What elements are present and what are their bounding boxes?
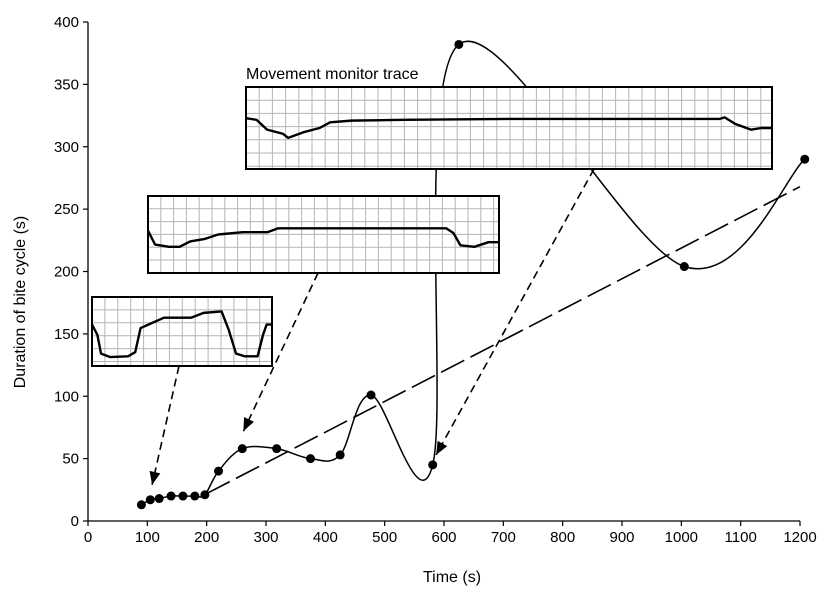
inset-trace-bottom-frame [91, 296, 273, 367]
data-point-9 [272, 444, 282, 454]
x-axis-title: Time (s) [423, 569, 481, 586]
data-point-1 [145, 495, 155, 505]
data-point-13 [428, 460, 438, 470]
inset-trace-middle-trace [146, 227, 499, 249]
inset-trace-bottom-trace [90, 310, 272, 359]
data-point-8 [237, 444, 247, 454]
data-point-16 [800, 154, 810, 164]
x-tick-label: 800 [550, 529, 575, 546]
arrow-bottom-inset-shaft [151, 365, 180, 485]
inset-trace-middle-frame [147, 195, 500, 274]
arrow-top-inset [435, 168, 595, 456]
arrow-top-inset-shaft [435, 168, 595, 456]
arrow-bottom-inset-head [149, 470, 161, 485]
y-axis: 0 50 100 150 200 250 300 350 400 [54, 14, 89, 530]
trend-line [206, 185, 801, 495]
x-tick-label: 200 [194, 529, 219, 546]
data-point-6 [200, 490, 210, 500]
points-layer [136, 39, 810, 510]
arrow-bottom-inset [149, 365, 180, 485]
x-tick-label: 300 [253, 529, 278, 546]
x-tick-label: 900 [609, 529, 634, 546]
inset-title-movement-monitor: Movement monitor trace [246, 66, 419, 83]
data-point-12 [366, 390, 376, 400]
y-tick-label: 50 [62, 451, 79, 468]
arrow-middle-inset [242, 272, 319, 432]
data-point-7 [214, 466, 224, 476]
y-tick-label: 0 [71, 513, 79, 530]
x-tick-label: 0 [84, 529, 92, 546]
data-point-5 [190, 491, 200, 501]
y-tick-label: 200 [54, 264, 79, 281]
y-axis-title: Duration of bite cycle (s) [12, 216, 29, 389]
inset-trace-top-trace [245, 116, 772, 140]
inset-trace-bottom [90, 296, 273, 367]
x-tick-label: 700 [491, 529, 516, 546]
x-axis: 0 100 200 300 400 500 600 700 800 900 1000 1100 1200 [84, 520, 817, 546]
y-tick-label: 150 [54, 326, 79, 343]
x-tick-label: 1200 [783, 529, 816, 546]
arrow-middle-inset-head [243, 417, 254, 432]
inset-trace-top [245, 86, 773, 170]
y-tick-label: 350 [54, 76, 79, 93]
inset-trace-middle [146, 195, 500, 274]
x-tick-label: 1000 [665, 529, 698, 546]
data-point-0 [136, 500, 146, 510]
arrow-middle-inset-shaft [242, 272, 319, 432]
data-point-11 [335, 450, 345, 460]
data-point-4 [178, 491, 188, 501]
arrows-layer [149, 168, 595, 485]
data-point-10 [306, 454, 315, 464]
data-point-3 [166, 491, 176, 501]
data-point-2 [154, 494, 164, 504]
arrow-top-inset-head [436, 440, 448, 455]
y-tick-label: 400 [54, 14, 79, 31]
y-tick-label: 100 [54, 388, 79, 405]
data-point-14 [454, 39, 464, 49]
x-tick-label: 1100 [725, 529, 757, 546]
y-tick-label: 250 [54, 201, 79, 218]
data-point-15 [679, 262, 689, 272]
x-tick-label: 400 [313, 529, 338, 546]
insets-layer: Movement monitor trace [90, 66, 773, 367]
x-tick-label: 500 [372, 529, 397, 546]
y-tick-label: 300 [54, 139, 79, 156]
x-tick-label: 600 [431, 529, 456, 546]
x-tick-label: 100 [135, 529, 160, 546]
